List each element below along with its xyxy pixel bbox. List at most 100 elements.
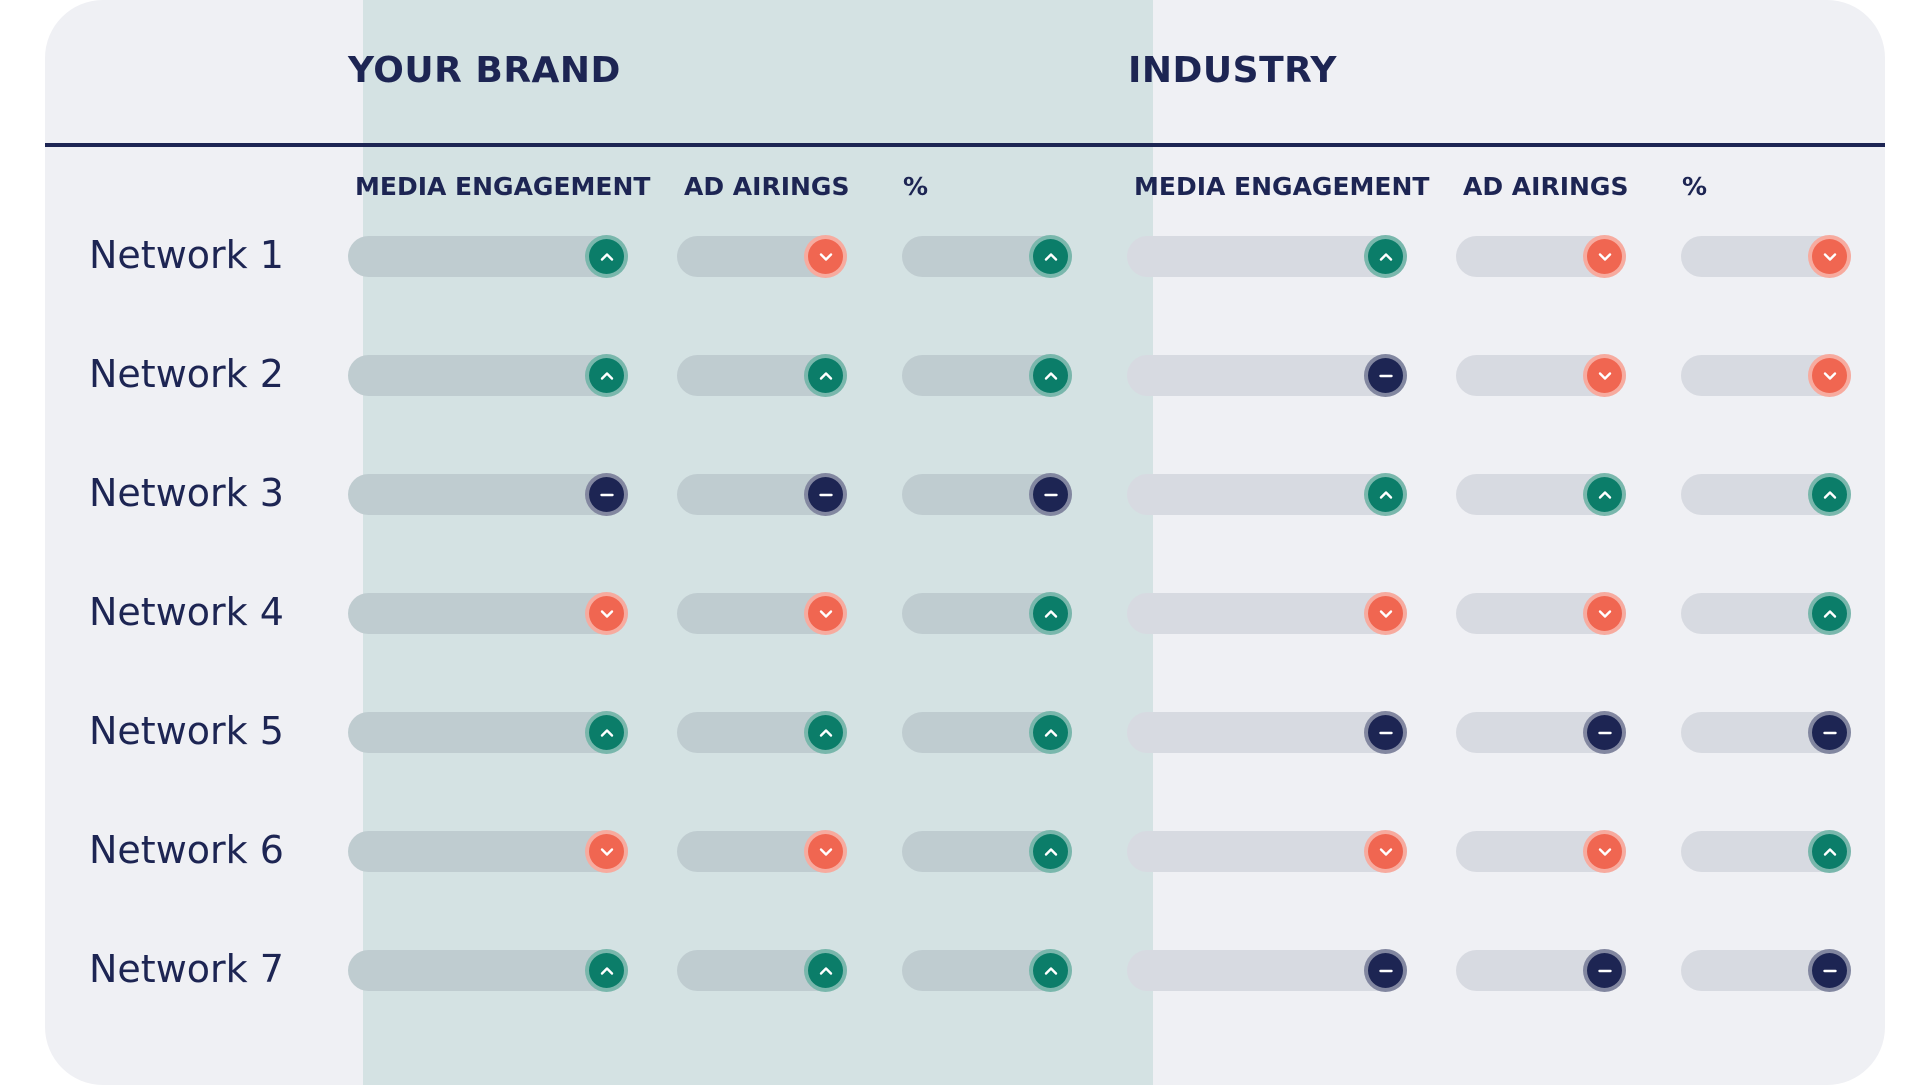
chevron-down-icon [1583, 235, 1626, 278]
chevron-down-icon [1808, 235, 1851, 278]
chevron-up-icon [585, 235, 628, 278]
row-label-network-4: Network 4 [89, 589, 284, 634]
chevron-up-icon [1808, 473, 1851, 516]
industry-ad-airings-bar-network-5 [1456, 711, 1626, 754]
row-label-network-3: Network 3 [89, 470, 284, 515]
chevron-up-icon [585, 354, 628, 397]
industry-percent-bar-network-1 [1681, 235, 1851, 278]
brand-percent-bar-network-4 [902, 592, 1072, 635]
header-divider [45, 143, 1885, 147]
row-label-network-7: Network 7 [89, 946, 284, 991]
industry-ad-airings-bar-network-1 [1456, 235, 1626, 278]
chevron-up-icon [1029, 830, 1072, 873]
chevron-up-icon [1029, 949, 1072, 992]
chevron-up-icon [1029, 235, 1072, 278]
brand-percent-bar-network-6 [902, 830, 1072, 873]
brand-ad-airings-bar-network-5 [677, 711, 847, 754]
chevron-up-icon [1029, 592, 1072, 635]
minus-icon [1364, 354, 1407, 397]
industry-ad-airings-bar-network-7 [1456, 949, 1626, 992]
chevron-down-icon [804, 235, 847, 278]
brand-ad-airings-bar-network-6 [677, 830, 847, 873]
industry-media-engagement-bar-network-3 [1127, 473, 1407, 516]
industry-ad-airings-bar-network-4 [1456, 592, 1626, 635]
chevron-up-icon [585, 711, 628, 754]
brand-percent-bar-network-5 [902, 711, 1072, 754]
industry-percent-header: % [1682, 172, 1708, 201]
row-label-network-2: Network 2 [89, 351, 284, 396]
chevron-up-icon [1029, 711, 1072, 754]
minus-icon [1808, 949, 1851, 992]
brand-ad-airings-bar-network-1 [677, 235, 847, 278]
chevron-up-icon [1029, 354, 1072, 397]
row-label-network-6: Network 6 [89, 827, 284, 872]
industry-media-engagement-bar-network-1 [1127, 235, 1407, 278]
brand-media-engagement-bar-network-3 [348, 473, 628, 516]
chevron-down-icon [804, 830, 847, 873]
chevron-up-icon [1808, 830, 1851, 873]
brand-media-engagement-bar-network-5 [348, 711, 628, 754]
industry-percent-bar-network-5 [1681, 711, 1851, 754]
your-brand-panel [363, 0, 1153, 1085]
industry-ad-airings-bar-network-3 [1456, 473, 1626, 516]
brand-ad-airings-header: AD AIRINGS [684, 172, 850, 201]
industry-ad-airings-bar-network-2 [1456, 354, 1626, 397]
industry-media-engagement-bar-network-2 [1127, 354, 1407, 397]
chevron-down-icon [585, 592, 628, 635]
brand-percent-header: % [903, 172, 929, 201]
minus-icon [1583, 949, 1626, 992]
your-brand-title: YOUR BRAND [348, 50, 621, 91]
brand-percent-bar-network-7 [902, 949, 1072, 992]
chevron-up-icon [804, 354, 847, 397]
brand-ad-airings-bar-network-4 [677, 592, 847, 635]
chevron-down-icon [1364, 592, 1407, 635]
industry-media-engagement-bar-network-6 [1127, 830, 1407, 873]
chevron-down-icon [1808, 354, 1851, 397]
brand-ad-airings-bar-network-7 [677, 949, 847, 992]
chevron-up-icon [585, 949, 628, 992]
brand-percent-bar-network-1 [902, 235, 1072, 278]
chevron-down-icon [585, 830, 628, 873]
industry-media-engagement-bar-network-7 [1127, 949, 1407, 992]
chevron-up-icon [1583, 473, 1626, 516]
minus-icon [1583, 711, 1626, 754]
chevron-up-icon [804, 711, 847, 754]
chevron-up-icon [1364, 473, 1407, 516]
brand-ad-airings-bar-network-3 [677, 473, 847, 516]
brand-percent-bar-network-2 [902, 354, 1072, 397]
chevron-up-icon [804, 949, 847, 992]
industry-media-engagement-header: MEDIA ENGAGEMENT [1134, 172, 1430, 201]
industry-percent-bar-network-2 [1681, 354, 1851, 397]
industry-percent-bar-network-3 [1681, 473, 1851, 516]
row-label-network-5: Network 5 [89, 708, 284, 753]
industry-ad-airings-bar-network-6 [1456, 830, 1626, 873]
chevron-down-icon [1583, 354, 1626, 397]
chevron-down-icon [1583, 830, 1626, 873]
comparison-card: YOUR BRAND INDUSTRY MEDIA ENGAGEMENT AD … [45, 0, 1885, 1085]
brand-percent-bar-network-3 [902, 473, 1072, 516]
minus-icon [1364, 949, 1407, 992]
brand-media-engagement-bar-network-2 [348, 354, 628, 397]
industry-percent-bar-network-6 [1681, 830, 1851, 873]
industry-media-engagement-bar-network-4 [1127, 592, 1407, 635]
chevron-up-icon [1364, 235, 1407, 278]
industry-percent-bar-network-4 [1681, 592, 1851, 635]
brand-ad-airings-bar-network-2 [677, 354, 847, 397]
chevron-down-icon [1583, 592, 1626, 635]
minus-icon [1364, 711, 1407, 754]
brand-media-engagement-header: MEDIA ENGAGEMENT [355, 172, 651, 201]
industry-ad-airings-header: AD AIRINGS [1463, 172, 1629, 201]
brand-media-engagement-bar-network-4 [348, 592, 628, 635]
row-label-network-1: Network 1 [89, 232, 284, 277]
chevron-down-icon [1364, 830, 1407, 873]
brand-media-engagement-bar-network-6 [348, 830, 628, 873]
brand-media-engagement-bar-network-7 [348, 949, 628, 992]
brand-media-engagement-bar-network-1 [348, 235, 628, 278]
chevron-up-icon [1808, 592, 1851, 635]
industry-title: INDUSTRY [1128, 50, 1337, 91]
minus-icon [804, 473, 847, 516]
industry-percent-bar-network-7 [1681, 949, 1851, 992]
minus-icon [585, 473, 628, 516]
industry-media-engagement-bar-network-5 [1127, 711, 1407, 754]
minus-icon [1808, 711, 1851, 754]
